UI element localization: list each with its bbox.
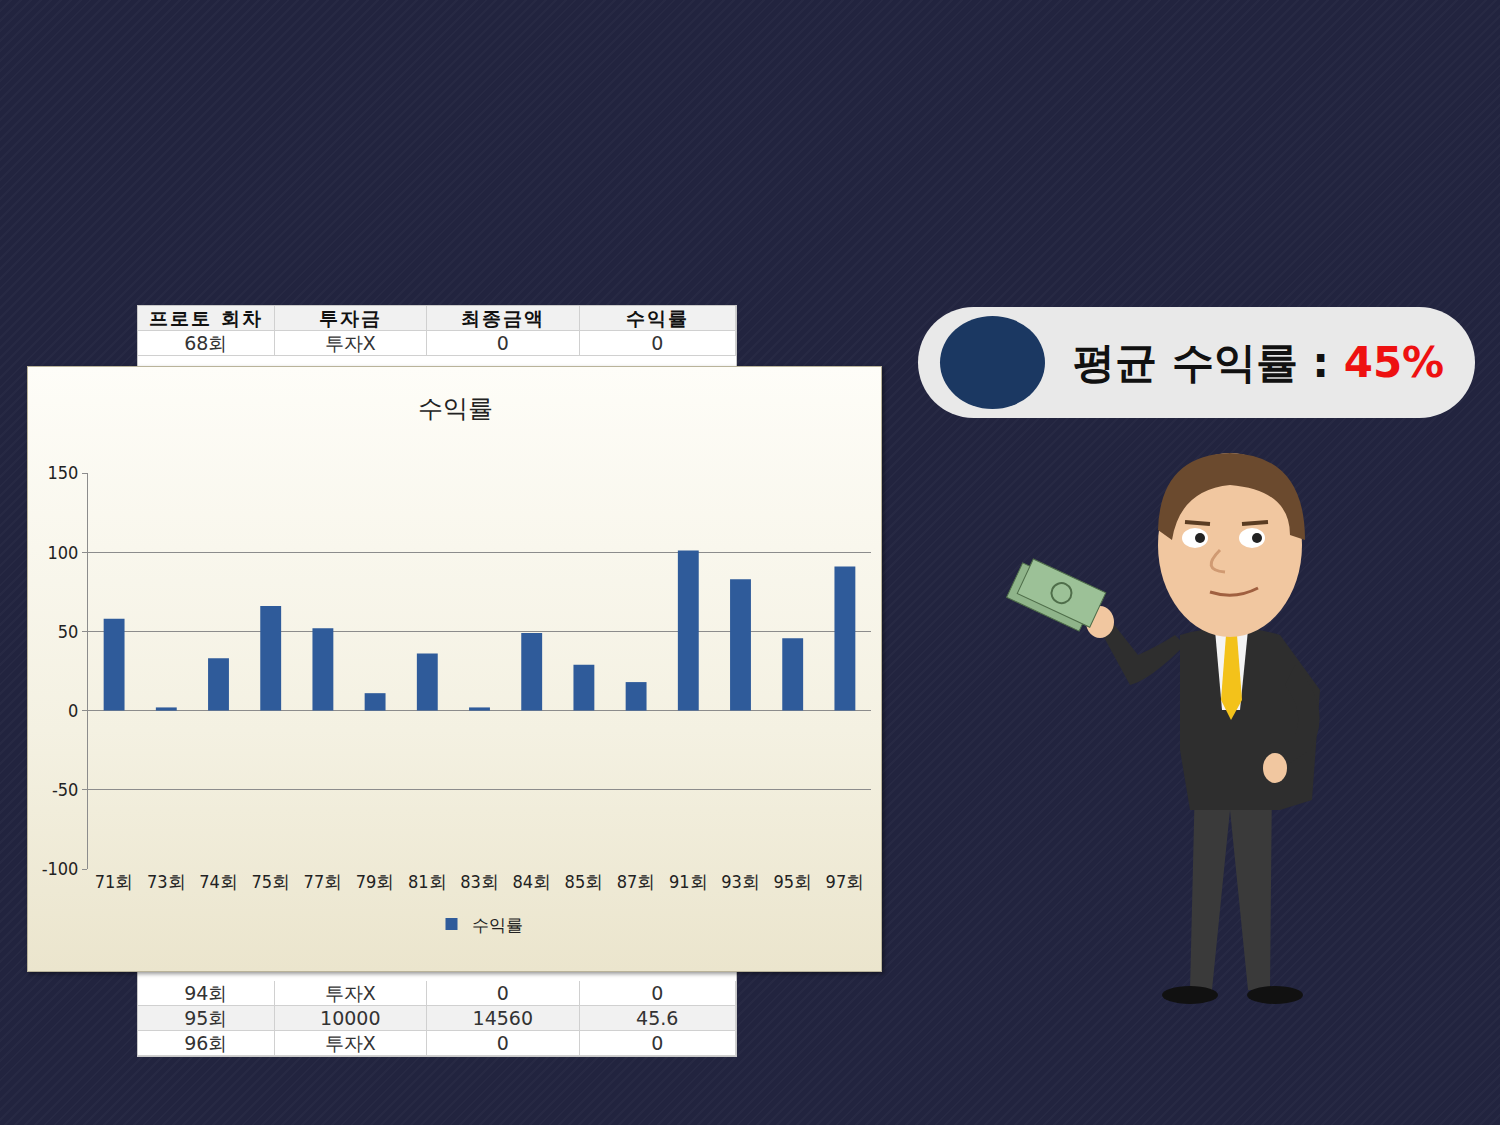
svg-text:50: 50 [58, 621, 79, 642]
html-text:최종금액: 최종금액 [460, 307, 545, 329]
svg-text:150: 150 [47, 462, 78, 483]
svg-text:73회: 73회 [147, 871, 186, 892]
svg-text:83회: 83회 [460, 871, 499, 892]
html-text:수익률: 수익률 [625, 307, 689, 329]
html-text:10000: 10000 [320, 1007, 381, 1029]
svg-text:71회: 71회 [95, 871, 134, 892]
svg-text:79회: 79회 [356, 871, 395, 892]
svg-text:74회: 74회 [199, 871, 238, 892]
html-text:95회: 95회 [184, 1007, 228, 1029]
svg-text:-100: -100 [42, 858, 79, 879]
html-text:94회: 94회 [184, 982, 228, 1004]
html-text:평균 수익률 : 45%: 평균 수익률 : 45% [1073, 338, 1445, 387]
svg-text:수익률: 수익률 [418, 394, 493, 423]
html-text:0: 0 [496, 982, 509, 1004]
svg-text:87회: 87회 [617, 871, 656, 892]
html-text:0: 0 [651, 982, 664, 1004]
svg-text:0: 0 [68, 700, 78, 721]
svg-text:77회: 77회 [304, 871, 343, 892]
html-text:45.6: 45.6 [636, 1007, 679, 1029]
html-text:투자X: 투자X [324, 982, 376, 1004]
svg-text:수익률: 수익률 [472, 915, 523, 935]
html-text:0: 0 [651, 332, 664, 354]
svg-text:97회: 97회 [826, 871, 865, 892]
svg-text:100: 100 [47, 542, 78, 563]
svg-text:81회: 81회 [408, 871, 447, 892]
svg-text:85회: 85회 [565, 871, 604, 892]
html-text:68회: 68회 [184, 332, 228, 354]
svg-text:-50: -50 [52, 779, 78, 800]
svg-text:84회: 84회 [512, 871, 551, 892]
html-text:투자금: 투자금 [318, 307, 382, 329]
html-text:0: 0 [496, 1032, 509, 1054]
html-text:투자X: 투자X [324, 332, 376, 354]
svg-text:93회: 93회 [721, 871, 760, 892]
html-text:프로토 회차: 프로토 회차 [149, 307, 263, 329]
svg-text:75회: 75회 [251, 871, 290, 892]
html-text:0: 0 [496, 332, 509, 354]
html-text:0: 0 [651, 1032, 664, 1054]
svg-text:95회: 95회 [773, 871, 812, 892]
html-text:투자X: 투자X [324, 1032, 376, 1054]
html-text:14560: 14560 [472, 1007, 533, 1029]
html-text:96회: 96회 [184, 1032, 228, 1054]
svg-text:91회: 91회 [669, 871, 708, 892]
